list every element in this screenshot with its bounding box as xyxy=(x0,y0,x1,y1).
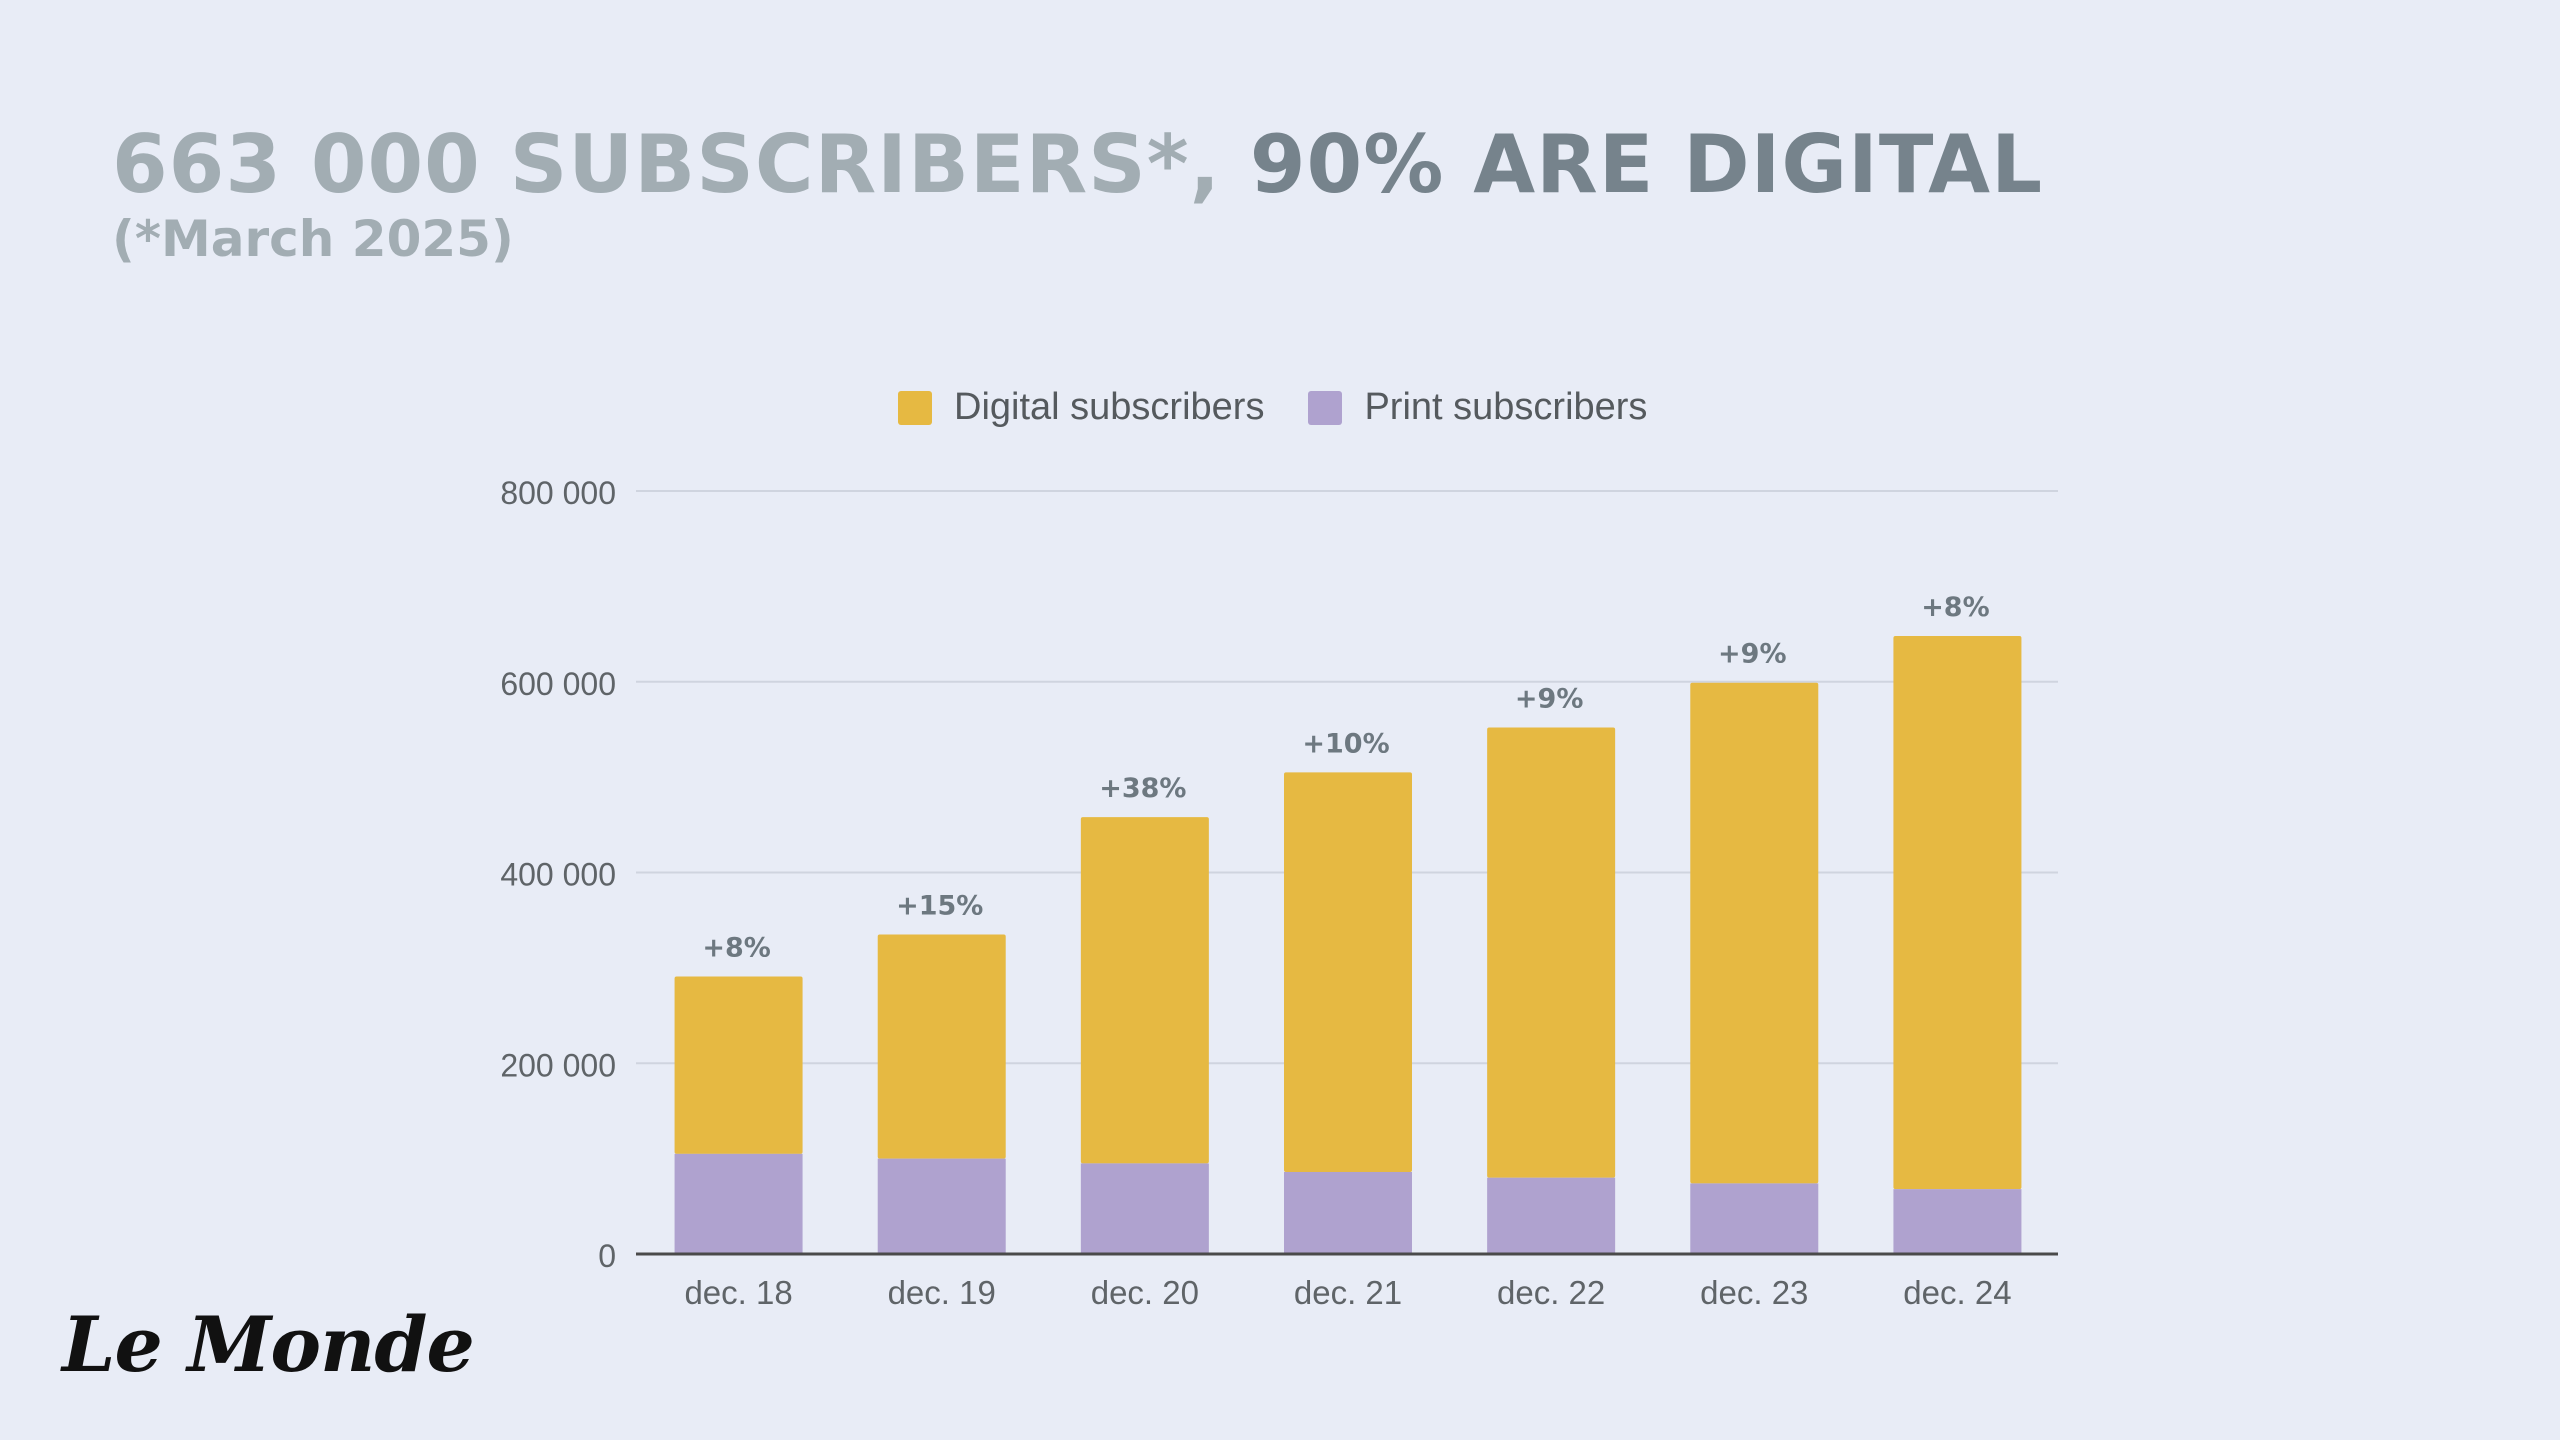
bar-print xyxy=(1284,1171,1412,1254)
bar-print xyxy=(674,1153,803,1254)
growth-label: +9% xyxy=(1718,639,1786,670)
bar-digital xyxy=(674,976,803,1154)
bar-digital xyxy=(1284,772,1412,1172)
x-tick-label: dec. 24 xyxy=(1903,1274,2011,1311)
legend-label-print: Print subscribers xyxy=(1364,386,1648,428)
x-tick-label: dec. 19 xyxy=(888,1274,996,1311)
x-tick-label: dec. 21 xyxy=(1294,1274,1402,1311)
bar-digital xyxy=(877,934,1006,1159)
bar-print xyxy=(1690,1183,1819,1254)
bar-digital xyxy=(1487,727,1616,1178)
y-tick-label: 0 xyxy=(598,1238,616,1274)
growth-label: +8% xyxy=(702,932,770,963)
legend-label-digital: Digital subscribers xyxy=(954,386,1265,428)
growth-label: +8% xyxy=(1921,592,1989,623)
growth-label: +10% xyxy=(1302,728,1389,759)
bar-digital xyxy=(1080,817,1209,1164)
y-tick-label: 600 000 xyxy=(500,666,616,702)
x-tick-label: dec. 18 xyxy=(684,1274,792,1311)
y-tick-label: 400 000 xyxy=(500,857,616,893)
headline-digital-share: 90% ARE DIGITAL xyxy=(1249,118,2044,211)
x-tick-label: dec. 22 xyxy=(1497,1274,1605,1311)
le-monde-logo: Le Monde xyxy=(62,1300,475,1389)
headline-subscriber-count: 663 000 SUBSCRIBERS*, xyxy=(112,118,1250,211)
chart-subtitle: (*March 2025) xyxy=(112,210,514,268)
x-tick-label: dec. 20 xyxy=(1091,1274,1199,1311)
bar-digital xyxy=(1893,635,2022,1190)
legend-swatch-digital xyxy=(898,390,932,425)
y-tick-label: 200 000 xyxy=(500,1047,616,1083)
bar-digital xyxy=(1690,682,1819,1184)
bar-print xyxy=(1487,1177,1616,1254)
bar-print xyxy=(1080,1163,1209,1254)
growth-label: +15% xyxy=(896,890,983,921)
chart-legend: Digital subscribers Print subscribers xyxy=(898,386,1691,429)
bar-print xyxy=(1893,1189,2022,1254)
growth-label: +38% xyxy=(1099,773,1186,804)
chart-headline: 663 000 SUBSCRIBERS*, 90% ARE DIGITAL xyxy=(112,110,2043,220)
legend-item-print: Print subscribers xyxy=(1308,386,1647,429)
growth-label: +9% xyxy=(1515,684,1583,715)
bar-print xyxy=(877,1158,1006,1254)
legend-swatch-print xyxy=(1308,390,1343,425)
y-tick-label: 800 000 xyxy=(500,475,616,511)
legend-item-digital: Digital subscribers xyxy=(898,386,1264,429)
x-tick-label: dec. 23 xyxy=(1700,1274,1808,1311)
